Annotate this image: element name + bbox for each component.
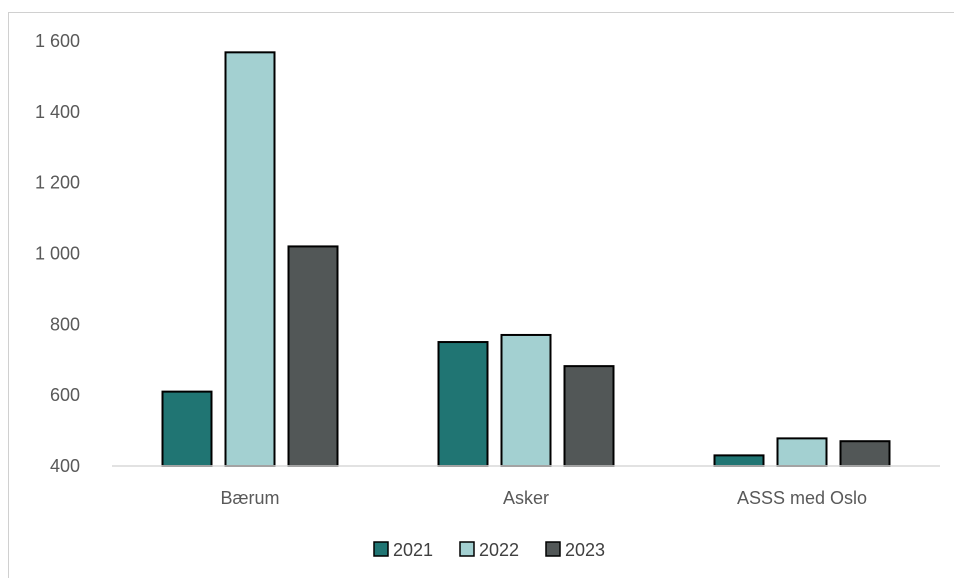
bar-2022-2 <box>776 437 828 467</box>
x-axis: Bærum Asker ASSS med Oslo <box>220 488 867 508</box>
y-tick-label: 1 200 <box>35 173 80 193</box>
chart-frame <box>8 12 954 578</box>
x-tick-label: ASSS med Oslo <box>737 488 867 508</box>
y-axis: 400 600 800 1 000 1 200 1 400 1 600 <box>35 31 80 476</box>
bar-2021-0 <box>161 390 213 467</box>
bar-2023-1 <box>563 365 615 467</box>
bar-2022-0 <box>224 51 276 467</box>
bar-2021-1 <box>437 341 489 467</box>
bars <box>161 51 891 468</box>
bar-2023-0 <box>287 245 339 467</box>
legend-label: 2023 <box>565 540 605 560</box>
y-tick-label: 1 600 <box>35 31 80 51</box>
legend-swatch-2021 <box>373 541 389 557</box>
y-tick-label: 400 <box>50 456 80 476</box>
legend-swatch-2023 <box>545 541 561 557</box>
y-tick-label: 1 000 <box>35 244 80 264</box>
bar-2021-2 <box>713 454 765 467</box>
x-tick-label: Asker <box>503 488 549 508</box>
y-tick-label: 600 <box>50 385 80 405</box>
x-tick-label: Bærum <box>220 488 279 508</box>
bar-2022-1 <box>500 333 552 468</box>
legend-label: 2021 <box>393 540 433 560</box>
legend: 2021 2022 2023 <box>373 540 605 560</box>
legend-swatch-2022 <box>459 541 475 557</box>
bar-2023-2 <box>839 440 891 468</box>
y-tick-label: 800 <box>50 314 80 334</box>
y-tick-label: 1 400 <box>35 102 80 122</box>
legend-label: 2022 <box>479 540 519 560</box>
